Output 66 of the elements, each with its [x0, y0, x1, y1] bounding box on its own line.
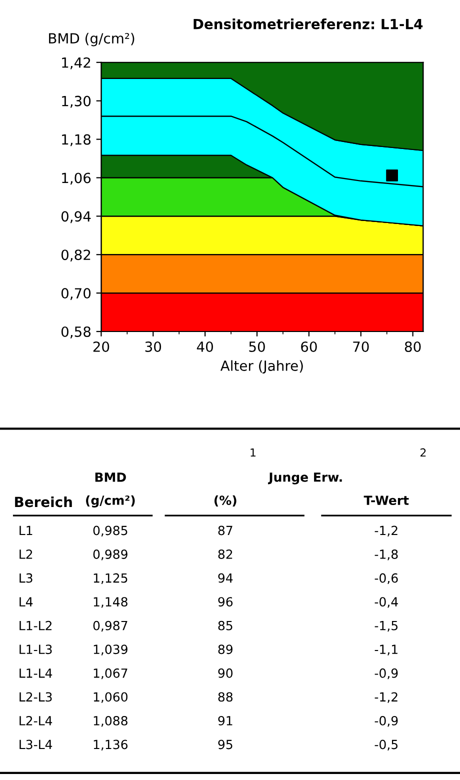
category-label: L1-L2 [20, 620, 52, 630]
y-tick-label: 0,58 [61, 326, 91, 338]
x-tick-label: 70 [353, 341, 369, 352]
data-label: 96 [218, 597, 233, 607]
category-label: L2-L4 [20, 716, 52, 726]
data-label: 90 [218, 668, 233, 678]
category-label: L1-L4 [20, 668, 52, 678]
data-label: -1,5 [374, 621, 398, 632]
data-label: 0,985 [93, 526, 128, 536]
text: BMD [95, 472, 126, 482]
data-label: -0,4 [374, 597, 398, 608]
data-label: 1,088 [94, 716, 128, 727]
data-label: 95 [218, 740, 232, 750]
x-tick-label: 40 [196, 341, 213, 352]
data-label: -1,8 [374, 550, 398, 560]
x-tick-label: 30 [145, 341, 162, 352]
data-label: -0,9 [374, 668, 398, 680]
category-label: L2-L3 [20, 692, 52, 702]
text: (%) [214, 495, 236, 506]
data-label: 88 [218, 692, 232, 702]
y-tick-label: 0,94 [61, 211, 91, 224]
category-label: L3 [20, 573, 32, 583]
text: 1 [250, 448, 256, 457]
data-label: -0,5 [374, 740, 398, 750]
data-label: 82 [218, 550, 232, 559]
category-label: L4 [20, 597, 33, 606]
y-tick-label: 0,70 [61, 288, 91, 300]
data-label: 0,989 [93, 550, 128, 560]
text: (g/cm²) [86, 495, 135, 508]
data-label: 91 [218, 716, 232, 726]
data-label: 94 [218, 573, 233, 583]
data-label: 1,060 [94, 692, 128, 703]
x-tick-label: 50 [249, 341, 265, 352]
data-label: 1,039 [94, 644, 128, 656]
x-axis-title: Alter (Jahre) [220, 360, 303, 374]
text: T-Wert [364, 496, 409, 506]
y-tick-label: 1,06 [62, 172, 91, 185]
category-label: L3-L4 [20, 740, 52, 750]
data-label: -0,6 [374, 573, 398, 584]
data-label: 1,125 [94, 573, 128, 584]
data-label: 1,067 [94, 668, 128, 680]
data-label: -1,2 [374, 692, 398, 703]
data-label: -0,9 [374, 716, 398, 727]
category-label: L1 [20, 526, 32, 536]
data-label: -1,1 [374, 644, 398, 656]
data-label: 1,148 [94, 597, 128, 608]
y-tick-label: 1,42 [62, 57, 90, 70]
data-label: -1,2 [374, 526, 398, 536]
data-label: 1,136 [94, 740, 128, 750]
y-axis-title: BMD (g/cm²) [49, 32, 134, 46]
y-tick-label: 1,18 [62, 134, 91, 146]
y-tick-label: 1,30 [62, 96, 91, 108]
chart-title: Densitometriereferenz: L1-L4 [194, 18, 423, 30]
category-label: L1-L3 [20, 644, 52, 654]
x-tick-label: 20 [93, 341, 110, 352]
x-tick-label: 80 [404, 341, 421, 352]
text: 2 [420, 448, 426, 457]
text: Bereich [15, 496, 72, 508]
data-label: 89 [218, 644, 232, 654]
x-tick-label: 60 [301, 341, 317, 352]
y-tick-label: 0,82 [61, 250, 90, 262]
data-label: 87 [218, 526, 232, 536]
text: Junge Erw. [268, 472, 342, 484]
data-label: 0,987 [93, 620, 128, 632]
category-label: L2 [20, 550, 32, 559]
data-label: 85 [218, 620, 232, 630]
